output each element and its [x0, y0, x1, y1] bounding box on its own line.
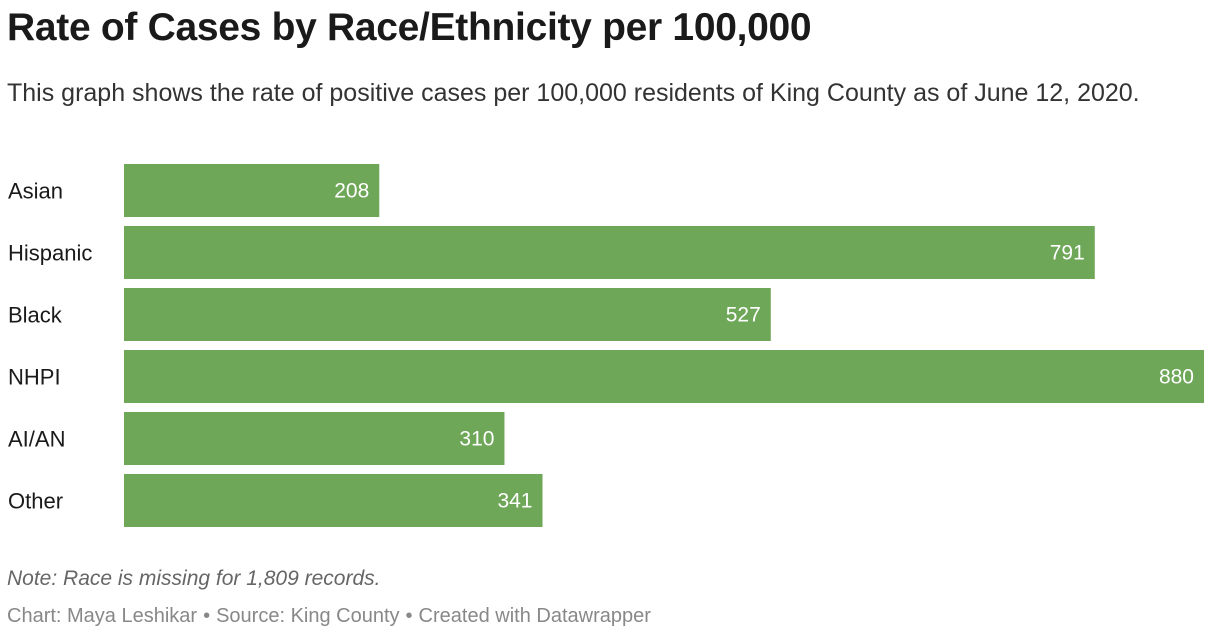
byline-separator: •	[203, 605, 211, 627]
chart-subtitle: This graph shows the rate of positive ca…	[7, 79, 1140, 107]
category-label: NHPI	[8, 365, 61, 390]
bar-other	[124, 474, 543, 527]
category-label: Asian	[8, 179, 63, 204]
bar-hispanic	[124, 226, 1095, 279]
bar-value-label: 310	[459, 428, 494, 451]
chart-title: Rate of Cases by Race/Ethnicity per 100,…	[7, 6, 812, 49]
bar-nhpi	[124, 350, 1204, 403]
bar-ai-an	[124, 412, 505, 465]
category-label: Hispanic	[8, 241, 92, 266]
bar-value-label: 208	[334, 180, 369, 203]
bar-black	[124, 288, 771, 341]
bar-chart: Asian 208 Hispanic 791 Black 527 NHPI 880 AI/AN 3…	[8, 164, 1204, 527]
byline-separator: •	[405, 605, 413, 627]
category-label: Black	[8, 303, 63, 328]
bar-value-label: 341	[497, 490, 532, 513]
bar-value-label: 527	[726, 304, 761, 327]
source-credit: Source: King County	[216, 605, 400, 627]
category-label: AI/AN	[8, 427, 65, 452]
bar-value-label: 880	[1159, 366, 1194, 389]
datawrapper-credit: Created with Datawrapper	[418, 605, 651, 627]
bar-asian	[124, 164, 380, 217]
chart-byline: Chart: Maya Leshikar • Source: King County…	[7, 605, 651, 628]
category-label: Other	[8, 489, 63, 514]
chart-note: Note: Race is missing for 1,809 records.	[7, 567, 381, 590]
bar-value-label: 791	[1050, 242, 1085, 265]
chart-credit: Chart: Maya Leshikar	[7, 605, 198, 627]
